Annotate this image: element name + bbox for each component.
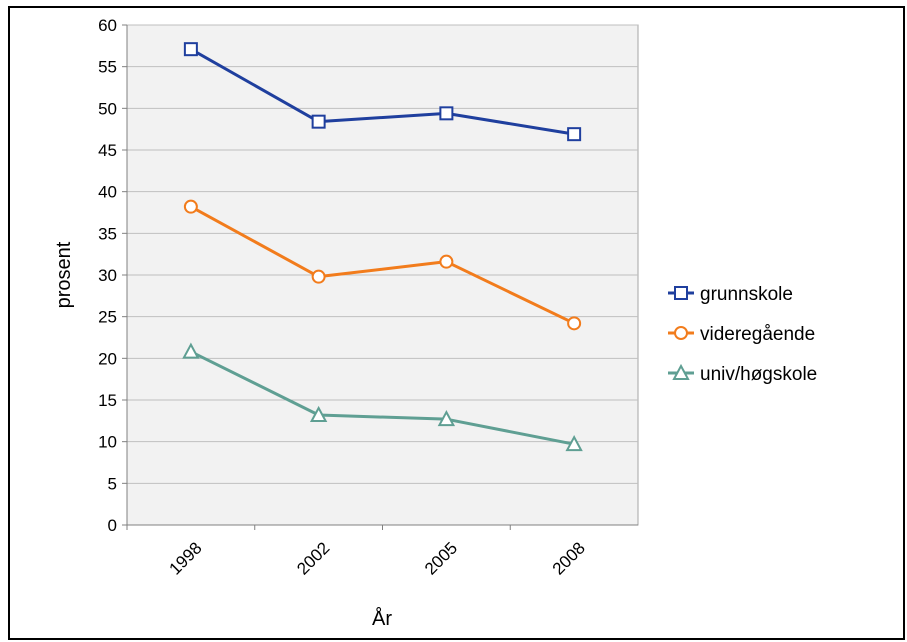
y-tick-label: 55 [98, 58, 117, 77]
legend: grunnskole videregående univ/høgskole [668, 284, 817, 385]
data-point [183, 199, 198, 214]
data-point [309, 405, 328, 422]
data-point [311, 269, 326, 284]
y-tick-label: 45 [98, 141, 117, 160]
y-tick-label: 10 [98, 433, 117, 452]
series-line-0 [190, 47, 575, 136]
y-tick-label: 15 [98, 391, 117, 410]
y-tick-label: 60 [98, 16, 117, 35]
gridlines [127, 24, 638, 484]
y-tick-label: 0 [108, 516, 117, 535]
data-point [437, 410, 456, 427]
y-tick-label: 25 [98, 308, 117, 327]
y-axis-ticks: 0 5 10 15 20 25 30 35 40 45 50 55 60 [98, 16, 128, 535]
legend-label: univ/høgskole [700, 364, 817, 385]
x-tick-label: 1998 [166, 538, 206, 578]
legend-label: grunnskole [700, 284, 793, 305]
x-axis-title: År [372, 607, 392, 630]
y-tick-label: 30 [98, 266, 117, 285]
y-tick-label: 40 [98, 183, 117, 202]
y-axis-title: prosent [53, 241, 75, 308]
legend-marker [674, 286, 688, 300]
y-tick-label: 50 [98, 99, 117, 118]
data-point [183, 42, 198, 57]
series-line-2 [190, 350, 575, 446]
data-point [182, 342, 200, 359]
data-point [439, 106, 454, 121]
data-point [567, 127, 582, 142]
series-line-1 [190, 205, 575, 325]
legend-marker [674, 326, 688, 340]
x-axis-ticks: 1998 2002 2005 2008 [126, 524, 638, 579]
y-tick-label: 5 [108, 474, 117, 493]
series-layer [182, 42, 583, 452]
y-tick-label: 20 [98, 349, 117, 368]
x-tick-label: 2002 [293, 538, 333, 578]
x-tick-label: 2008 [549, 538, 589, 578]
data-point [439, 254, 454, 269]
legend-label: videregående [700, 324, 815, 345]
data-point [311, 114, 326, 129]
legend-marker [672, 363, 690, 380]
data-point [567, 316, 582, 331]
y-tick-label: 35 [98, 224, 117, 243]
x-tick-label: 2005 [421, 538, 461, 578]
data-point [565, 435, 583, 452]
